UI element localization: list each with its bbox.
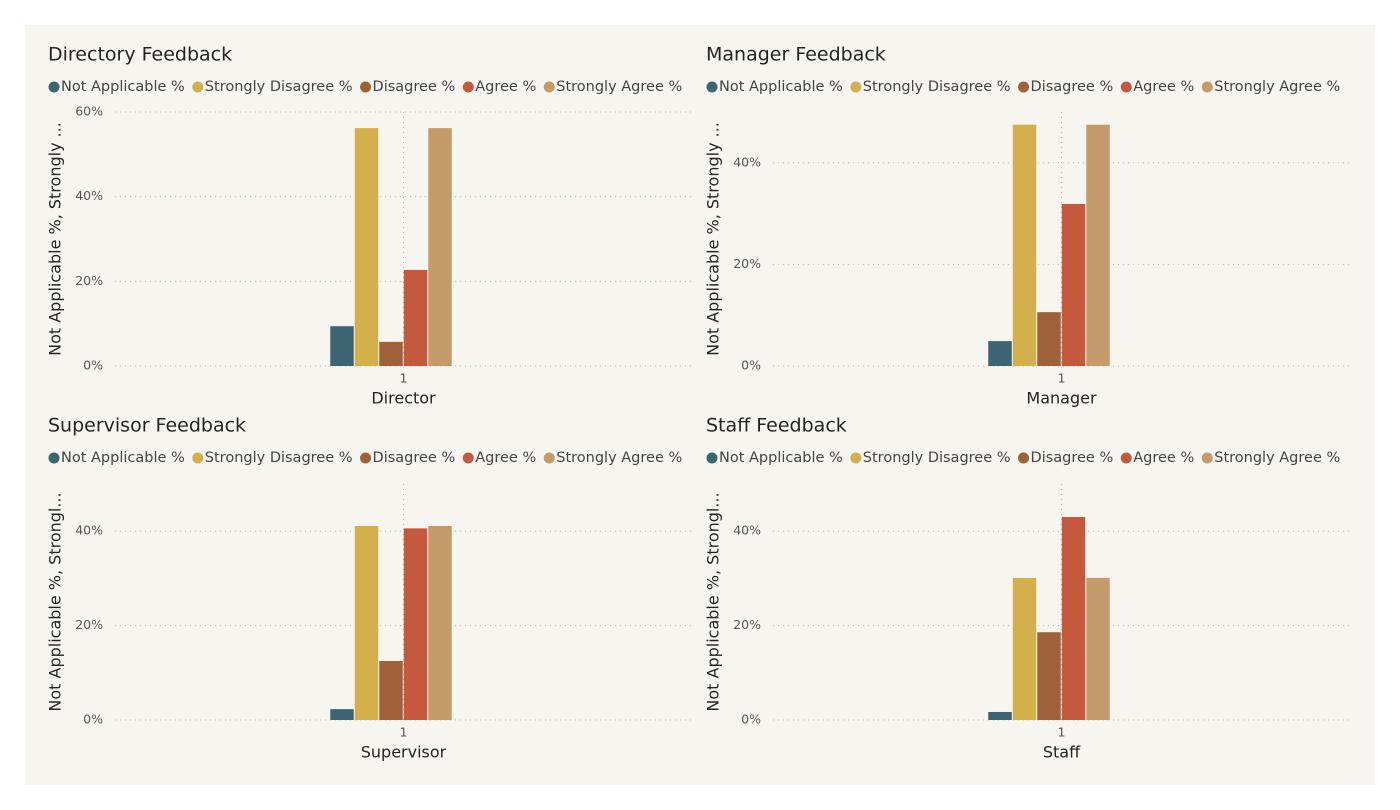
chart-panel: Directory Feedback Not Applicable % Strong… [46,44,692,408]
legend-label: Agree % [1133,79,1194,95]
legend-marker [192,81,204,93]
chart-title: Manager Feedback [706,44,886,66]
legend-marker [360,81,372,93]
legend-marker [850,81,862,93]
bar [403,528,428,720]
chart-title: Supervisor Feedback [48,415,246,437]
x-axis-title: Staff [1043,743,1081,762]
bar [354,128,379,366]
x-tick-label: 1 [400,725,408,740]
legend-label: Disagree % [1031,450,1114,466]
y-tick-label: 40% [733,154,761,169]
legend-marker [706,452,718,464]
x-tick-label: 1 [1058,725,1066,740]
y-tick-label: 20% [75,617,103,632]
x-tick-label: 1 [1058,371,1066,386]
y-axis-title: Not Applicable %, Strongl... [704,492,723,711]
y-axis-title: Not Applicable %, Strongl... [46,492,65,711]
legend-label: Agree % [475,450,536,466]
x-axis-title: Director [371,389,436,408]
legend-marker [1201,452,1213,464]
bar [428,128,452,366]
y-axis-title: Not Applicable %, Strongly ... [46,122,65,356]
y-tick-label: 40% [75,523,103,538]
y-tick-label: 40% [733,523,761,538]
legend-label: Strongly Disagree % [205,79,353,95]
legend-label: Agree % [475,79,536,95]
legend-marker [1120,452,1132,464]
y-tick-label: 20% [733,256,761,271]
bar [1012,577,1037,720]
y-axis-title: Not Applicable %, Strongly ... [704,122,723,356]
y-tick-label: 40% [75,188,103,203]
bar [1012,124,1037,366]
legend-marker [706,81,718,93]
bar [1037,632,1061,720]
y-tick-label: 0% [741,358,761,373]
bar [1061,517,1086,720]
legend-marker [543,81,555,93]
legend-marker [192,452,204,464]
legend-label: Strongly Agree % [556,450,682,466]
legend-marker [1018,81,1030,93]
legend-label: Disagree % [373,450,456,466]
legend-marker [48,81,60,93]
bar [330,326,354,366]
legend-label: Strongly Agree % [1214,79,1340,95]
legend-label: Not Applicable % [61,450,185,466]
legend-marker [462,81,474,93]
y-tick-label: 0% [83,358,103,373]
bar [330,709,354,720]
canvas-background [25,25,1375,785]
y-tick-label: 60% [75,104,103,119]
bar [379,661,403,720]
legend-label: Disagree % [373,79,456,95]
y-tick-label: 0% [83,712,103,727]
legend-marker [850,452,862,464]
legend-label: Not Applicable % [719,450,843,466]
legend-marker [1201,81,1213,93]
chart-title: Staff Feedback [706,415,847,437]
legend-label: Strongly Agree % [1214,450,1340,466]
x-axis-title: Manager [1026,389,1097,408]
bar [354,526,379,720]
chart-panel: Staff Feedback Not Applicable % Strongly D… [704,415,1350,762]
legend-label: Strongly Disagree % [863,79,1011,95]
legend-marker [360,452,372,464]
legend-marker [48,452,60,464]
chart-title: Directory Feedback [48,44,232,66]
chart-panel: Manager Feedback Not Applicable % Strongly… [704,44,1350,408]
legend-label: Not Applicable % [61,79,185,95]
y-tick-label: 20% [75,273,103,288]
bar [1061,203,1086,366]
legend-marker [462,452,474,464]
legend-label: Not Applicable % [719,79,843,95]
bar [988,341,1012,366]
legend-label: Strongly Disagree % [205,450,353,466]
bar [428,526,452,720]
legend-marker [543,452,555,464]
bar [1086,577,1110,720]
x-tick-label: 1 [400,371,408,386]
x-axis-title: Supervisor [361,743,447,762]
bar [1037,312,1061,366]
chart-panel: Supervisor Feedback Not Applicable % Stron… [46,415,692,762]
legend-label: Disagree % [1031,79,1114,95]
legend-label: Strongly Disagree % [863,450,1011,466]
legend-marker [1018,452,1030,464]
legend-label: Agree % [1133,450,1194,466]
bar [403,269,428,366]
bar [379,341,403,366]
legend-label: Strongly Agree % [556,79,682,95]
y-tick-label: 0% [741,712,761,727]
bar [1086,124,1110,366]
y-tick-label: 20% [733,617,761,632]
bar [988,711,1012,720]
legend-marker [1120,81,1132,93]
